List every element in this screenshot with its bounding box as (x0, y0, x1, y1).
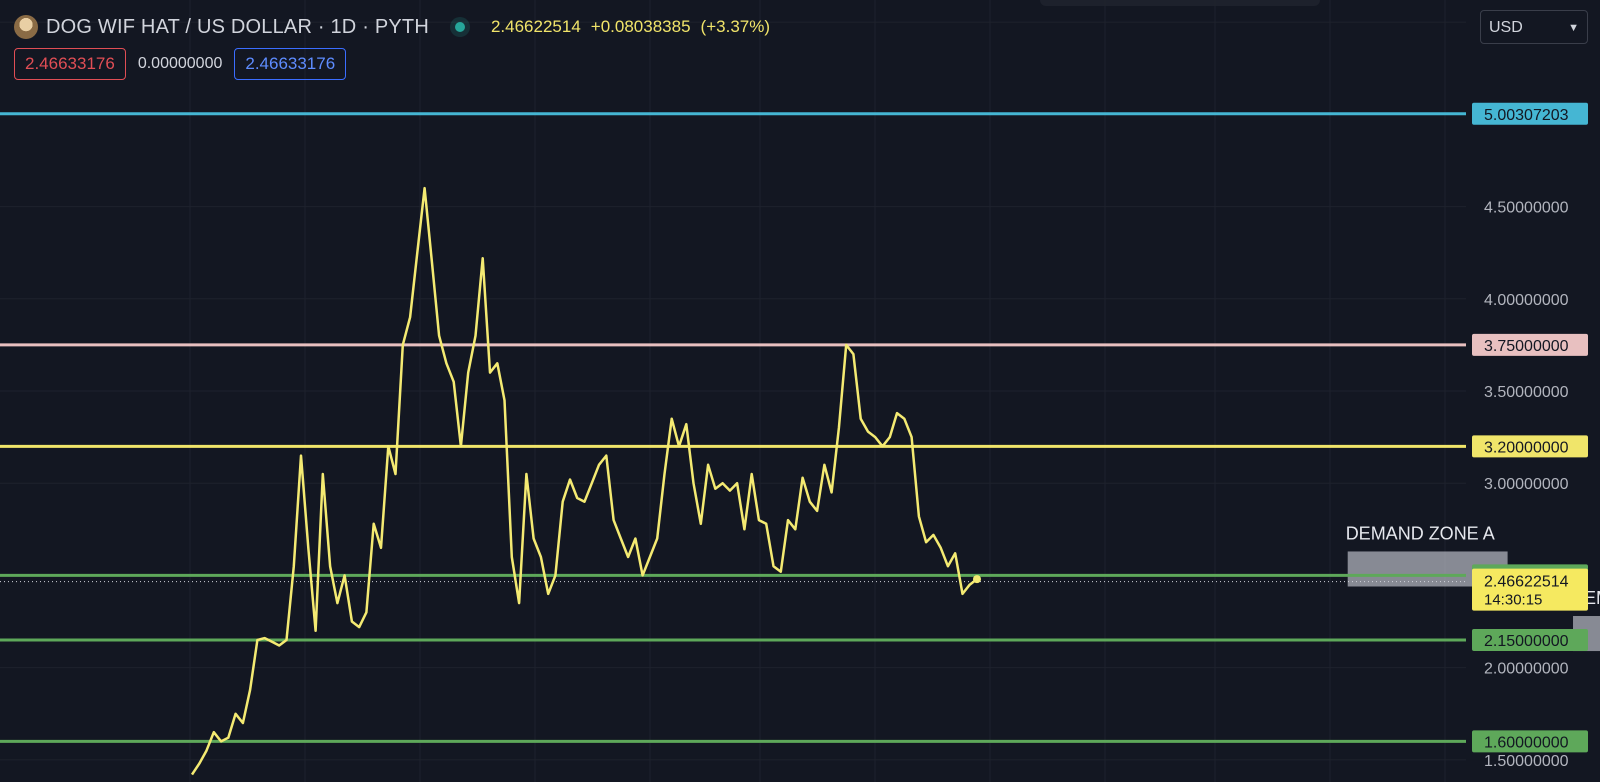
last-price-dot-icon (973, 575, 981, 584)
symbol-header: DOG WIF HAT / US DOLLAR · 1D · PYTH 2.46… (14, 12, 780, 42)
price-change-percent: (+3.37%) (700, 17, 770, 36)
axis-tick-label: 3.00000000 (1484, 476, 1569, 493)
price-change: +0.08038385 (590, 17, 691, 36)
level-price-badge (1472, 333, 1588, 356)
price-series-line (190, 186, 978, 776)
axis-tick-label: 4.50000000 (1484, 200, 1569, 217)
buy-price-button[interactable]: 2.46633176 (234, 48, 347, 80)
axis-tick-label: 4.00000000 (1484, 292, 1569, 309)
spread-value: 0.00000000 (137, 55, 223, 72)
level-price-label: 2.15000000 (1484, 633, 1569, 650)
dog-wif-hat-logo-icon (14, 15, 38, 39)
axis-tick-label: 3.50000000 (1484, 384, 1569, 401)
level-price-label: 3.75000000 (1484, 338, 1569, 355)
current-price-label: 2.46622514 (1484, 574, 1569, 591)
level-price-badge (1472, 730, 1588, 753)
bar-countdown-label: 14:30:15 (1484, 592, 1542, 609)
level-price-label: 3.20000000 (1484, 439, 1569, 456)
level-price-badge (1472, 628, 1588, 651)
currency-label: USD (1489, 19, 1523, 36)
axis-tick-label: 2.00000000 (1484, 661, 1569, 678)
top-panel-handle (1040, 0, 1320, 6)
current-price-badge (1472, 568, 1588, 611)
last-price: 2.46622514 (490, 17, 581, 36)
level-price-label: 5.00307203 (1484, 107, 1569, 124)
level-price-badge (1472, 435, 1588, 458)
bid-ask-bar: 2.46633176 0.00000000 2.46633176 (14, 48, 347, 80)
market-status-dot-icon[interactable] (454, 22, 465, 32)
currency-select[interactable]: USD ▼ (1480, 10, 1588, 44)
sell-price-button[interactable]: 2.46633176 (14, 48, 126, 80)
chevron-down-icon: ▼ (1568, 22, 1579, 34)
axis-tick-label: 1.50000000 (1484, 753, 1569, 770)
level-price-label: 1.60000000 (1484, 734, 1569, 751)
symbol-title[interactable]: DOG WIF HAT / US DOLLAR · 1D · PYTH (46, 15, 429, 38)
demand-zone-label: DEMAND ZONE A (1346, 523, 1495, 543)
level-price-badge (1472, 102, 1588, 125)
